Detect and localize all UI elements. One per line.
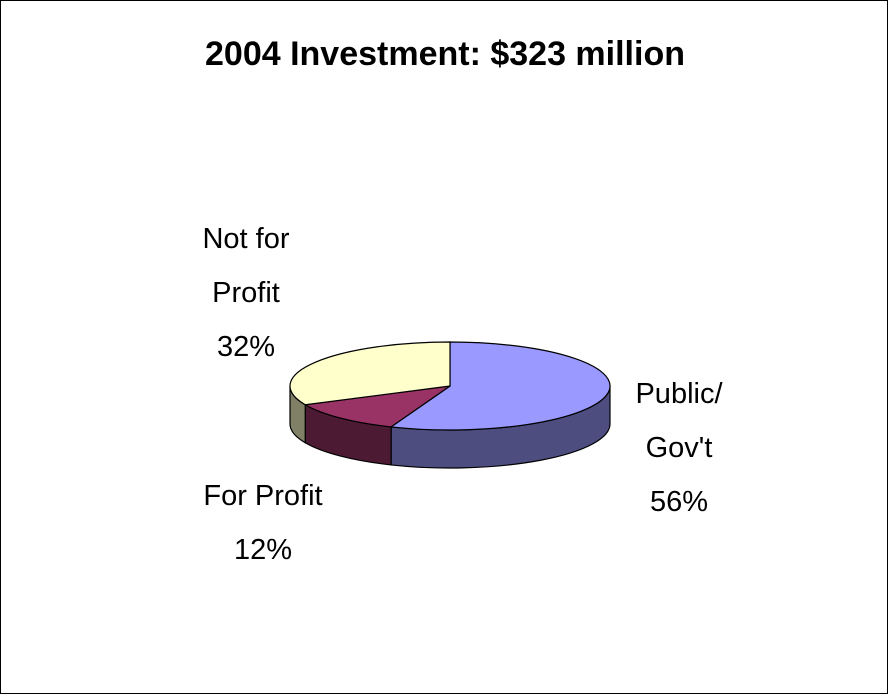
- pie-slice-public-gov-t: [389, 341, 611, 431]
- data-label-for-profit: For Profit 12%: [203, 480, 322, 566]
- data-label-public-gov-t: Public/Gov't 56%: [635, 378, 723, 518]
- chart-title: 2004 Investment: $323 million: [205, 35, 685, 73]
- data-label-not-for-profit: Not for Profit 32%: [202, 223, 289, 363]
- pie-slice-not-for-profit: [289, 341, 451, 406]
- pie-slice-for-profit: [303, 385, 451, 428]
